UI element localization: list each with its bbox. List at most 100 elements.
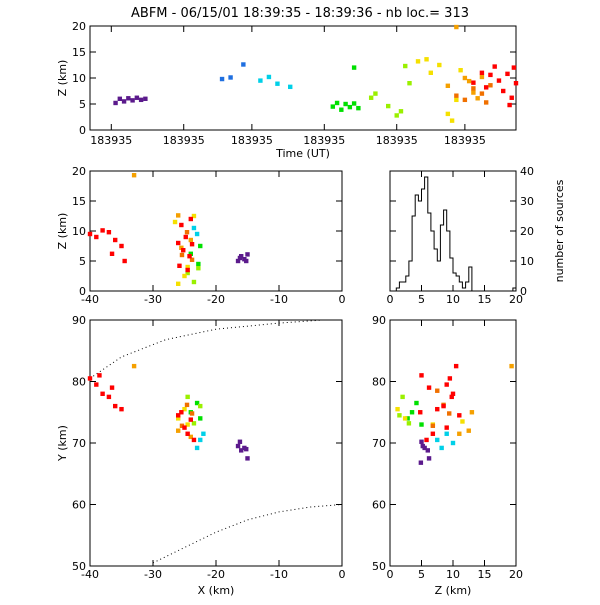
data-point xyxy=(237,439,243,444)
data-point xyxy=(189,411,195,416)
x-tick-label: 183935 xyxy=(163,134,205,147)
data-point xyxy=(394,113,399,118)
data-point xyxy=(179,423,185,428)
data-point xyxy=(509,363,514,369)
data-point xyxy=(415,59,421,64)
data-point xyxy=(191,279,197,285)
data-point xyxy=(191,225,197,231)
data-point xyxy=(198,416,203,421)
data-point xyxy=(454,97,459,103)
data-point xyxy=(475,96,480,101)
data-point xyxy=(406,421,412,426)
data-point xyxy=(422,445,427,451)
data-point xyxy=(483,100,489,105)
data-point xyxy=(201,431,206,436)
y-axis-label: Z (km) xyxy=(56,60,69,97)
data-point xyxy=(402,416,408,421)
data-point xyxy=(185,270,190,276)
data-point xyxy=(505,71,510,77)
data-point xyxy=(182,273,187,279)
data-point xyxy=(244,446,249,452)
x-tick-label: 0 xyxy=(339,568,346,581)
x-tick-label: 15 xyxy=(478,568,492,581)
data-point xyxy=(347,104,353,110)
y-tick-label: 80 xyxy=(72,376,86,389)
data-point xyxy=(435,406,440,412)
data-point xyxy=(288,84,293,90)
data-point xyxy=(397,413,402,418)
data-point xyxy=(368,95,374,100)
data-point xyxy=(450,440,456,446)
data-point xyxy=(245,456,250,461)
x-tick-label: 10 xyxy=(446,568,460,581)
y-tick-label: 0 xyxy=(79,124,86,137)
data-point xyxy=(188,251,193,256)
data-point xyxy=(458,68,463,73)
data-point xyxy=(441,403,446,409)
data-point xyxy=(121,99,127,104)
data-point xyxy=(138,97,144,103)
data-point xyxy=(235,258,241,264)
y-tick-label: 15 xyxy=(72,195,86,208)
data-point xyxy=(400,394,405,400)
y-tick-label: 70 xyxy=(372,437,386,450)
data-point xyxy=(143,96,148,101)
data-point xyxy=(444,431,449,436)
x-tick-label: 183935 xyxy=(303,134,345,147)
data-point xyxy=(177,263,182,268)
y-tick-label: 60 xyxy=(72,499,86,512)
data-point xyxy=(435,437,440,443)
data-point xyxy=(185,431,190,436)
data-point xyxy=(471,90,476,95)
data-point xyxy=(403,63,408,69)
data-point xyxy=(198,403,203,409)
x-tick-label: -30 xyxy=(144,568,162,581)
data-point xyxy=(275,81,280,86)
data-point xyxy=(188,417,193,422)
data-point xyxy=(428,70,433,75)
data-point xyxy=(479,70,485,75)
x-axis-label: Z (km) xyxy=(435,584,472,597)
data-point xyxy=(113,237,118,243)
data-point xyxy=(239,448,244,453)
data-point xyxy=(266,74,272,80)
data-point xyxy=(447,376,453,381)
data-point xyxy=(183,234,188,240)
data-point xyxy=(196,266,201,271)
data-point xyxy=(117,96,123,101)
data-point xyxy=(330,104,336,109)
x-tick-label: 20 xyxy=(509,568,523,581)
data-point xyxy=(511,65,517,70)
data-point xyxy=(130,98,135,103)
y-axis-label: Z (km) xyxy=(56,213,69,250)
data-point xyxy=(419,439,424,444)
y-tick-label: 20 xyxy=(72,20,86,33)
y-tick-label: 60 xyxy=(372,499,386,512)
data-point xyxy=(185,264,190,270)
data-point xyxy=(176,240,181,246)
y-tick-label: 30 xyxy=(520,195,534,208)
data-point xyxy=(444,382,449,387)
data-point xyxy=(196,261,201,267)
data-point xyxy=(113,403,118,409)
data-point xyxy=(445,83,451,88)
data-point xyxy=(119,406,124,412)
data-point xyxy=(189,257,195,262)
data-point xyxy=(444,425,449,430)
data-point xyxy=(409,410,415,415)
chart-title: ABFM - 06/15/01 18:39:35 - 18:39:36 - nb… xyxy=(131,6,469,21)
histogram-step-line xyxy=(390,176,516,292)
data-point xyxy=(187,254,192,259)
data-point xyxy=(219,76,225,82)
data-point xyxy=(185,422,190,427)
data-point xyxy=(386,103,391,109)
data-point xyxy=(339,107,344,112)
data-point xyxy=(439,445,444,451)
data-point xyxy=(457,431,462,436)
data-point xyxy=(198,243,203,249)
data-point xyxy=(419,422,424,427)
x-tick-label: -20 xyxy=(207,568,225,581)
data-point xyxy=(191,213,197,219)
x-tick-label: -10 xyxy=(270,568,288,581)
